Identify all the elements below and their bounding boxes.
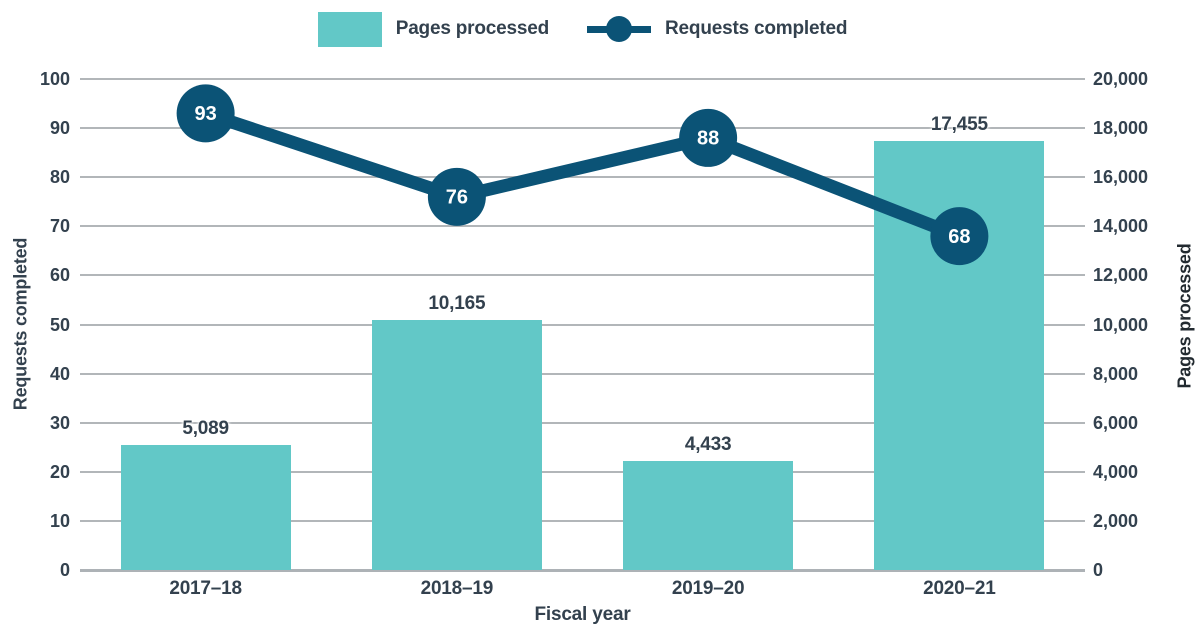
right-axis-tick-20000: 20,000 xyxy=(1093,69,1149,89)
gridline-70 xyxy=(80,225,1085,228)
gridline-90 xyxy=(80,127,1085,130)
requests-completed-line-layer: 93 76 88 68 xyxy=(176,84,989,266)
gridline-20 xyxy=(80,470,1085,473)
gridline-30 xyxy=(80,421,1085,424)
bar-value-label-2020–21: 17,455 xyxy=(930,114,988,136)
right-axis-tick-0: 0 xyxy=(1093,560,1104,580)
gridline-10 xyxy=(80,519,1085,522)
right-axis-tick-4000: 4,000 xyxy=(1093,461,1139,482)
right-axis-tick-12000: 12,000 xyxy=(1093,265,1149,286)
left-axis-tick-30: 30 xyxy=(49,412,70,433)
requests-completed-line xyxy=(203,107,962,243)
left-axis-tick-50: 50 xyxy=(49,314,70,335)
x-axis-label-2020–21: 2020–21 xyxy=(923,578,996,599)
left-axis-tick-80: 80 xyxy=(49,167,70,188)
line-swatch-icon xyxy=(587,16,652,42)
right-axis-tick-6000: 6,000 xyxy=(1093,412,1139,433)
right-axis-tick-14000: 14,000 xyxy=(1093,216,1149,237)
gridline-60 xyxy=(80,274,1085,277)
bar-2019–20 xyxy=(623,461,794,570)
line-marker-value-2020–21: 68 xyxy=(948,226,970,248)
line-marker-2018–19 xyxy=(427,167,486,226)
right-axis-tick-2000: 2,000 xyxy=(1093,510,1139,531)
line-marker-2019–20 xyxy=(679,108,738,167)
legend-label-requests-completed: Requests completed xyxy=(665,18,848,39)
legend: Pages processed Requests completed xyxy=(80,8,1085,50)
left-axis-tick-100: 100 xyxy=(39,69,70,89)
right-axis-tick-8000: 8,000 xyxy=(1093,363,1139,384)
left-axis-tick-60: 60 xyxy=(49,265,70,286)
left-axis-tick-10: 10 xyxy=(49,510,70,531)
bar-value-label-2017–18: 5,089 xyxy=(182,418,229,440)
gridline-100 xyxy=(80,78,1085,80)
left-axis-tick-40: 40 xyxy=(49,363,70,384)
x-axis-label-2018–19: 2018–19 xyxy=(420,578,494,599)
gridline-40 xyxy=(80,372,1085,375)
right-axis-tick-16000: 16,000 xyxy=(1093,167,1149,188)
line-swatch-marker xyxy=(606,16,633,42)
line-marker-2017–18 xyxy=(176,84,235,143)
line-marker-value-2019–20: 88 xyxy=(697,128,719,150)
bar-value-label-2018–19: 10,165 xyxy=(428,293,486,315)
right-axis-tick-18000: 18,000 xyxy=(1093,118,1149,139)
legend-item-requests-completed: Requests completed xyxy=(587,16,847,42)
legend-label-pages-processed: Pages processed xyxy=(395,18,550,39)
line-marker-2020–21 xyxy=(930,207,989,266)
bar-swatch-icon xyxy=(317,11,382,47)
x-axis-title: Fiscal year xyxy=(534,604,631,625)
bar-value-label-2019–20: 4,433 xyxy=(684,434,732,456)
x-axis-label-2017–18: 2017–18 xyxy=(169,578,242,599)
legend-item-pages-processed: Pages processed xyxy=(317,11,550,47)
left-axis-tick-70: 70 xyxy=(49,216,70,237)
line-marker-value-2018–19: 76 xyxy=(446,187,468,209)
bar-2018–19 xyxy=(371,320,542,570)
left-axis-tick-90: 90 xyxy=(49,118,70,139)
line-marker-value-2017–18: 93 xyxy=(195,103,217,125)
bar-2017–18 xyxy=(120,445,291,570)
left-axis-tick-20: 20 xyxy=(49,461,70,482)
right-axis-tick-10000: 10,000 xyxy=(1093,314,1149,335)
gridline-50 xyxy=(80,323,1085,326)
left-axis-tick-0: 0 xyxy=(59,560,70,580)
x-axis-label-2019–20: 2019–20 xyxy=(671,578,745,599)
gridline-80 xyxy=(80,176,1085,179)
x-axis-baseline xyxy=(80,569,1085,572)
